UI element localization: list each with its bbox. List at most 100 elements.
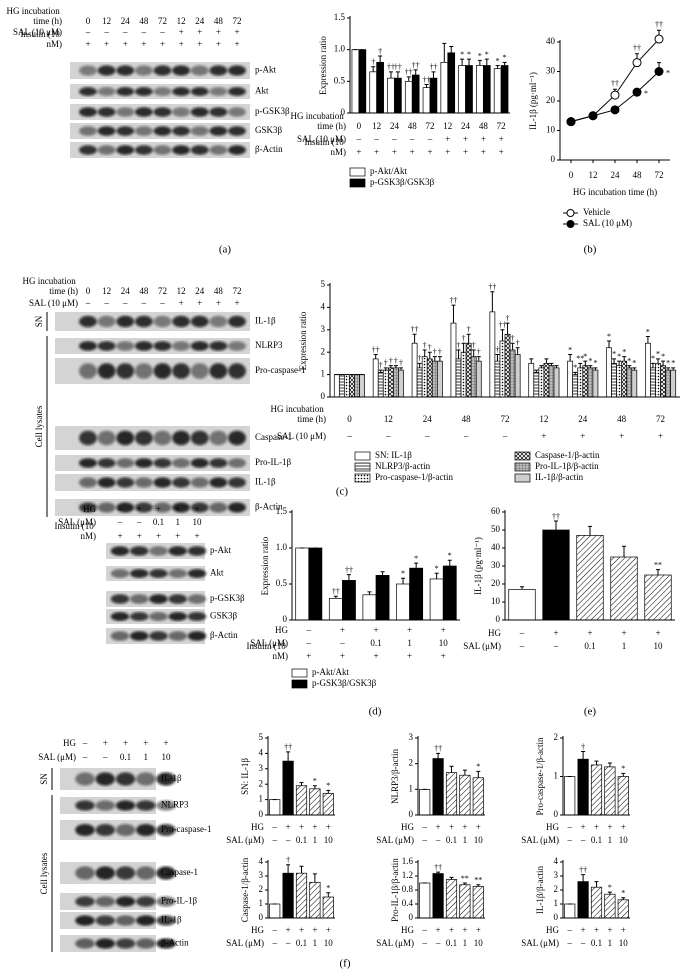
error-bar <box>612 358 617 364</box>
bar <box>470 356 477 398</box>
row-value: + <box>445 134 450 144</box>
row-label: HG incubation time (h) <box>23 276 79 296</box>
row-value: – <box>141 298 147 308</box>
error-bar <box>449 46 454 53</box>
significance: * <box>326 781 330 790</box>
y-tick-label: 1.0 <box>334 44 346 54</box>
significance: † <box>433 348 437 357</box>
y-tick-label: 0.5 <box>334 75 346 85</box>
blot-band <box>172 430 191 446</box>
row-value: + <box>234 39 239 49</box>
row-value: 24 <box>461 121 471 131</box>
bar <box>548 365 555 398</box>
error-bar <box>378 369 383 373</box>
row-value: + <box>137 531 142 541</box>
band-label: IL-1β <box>255 477 276 487</box>
bar <box>416 367 423 398</box>
legend-label: p-Akt/Akt <box>312 667 349 677</box>
row-value: 10 <box>619 938 629 948</box>
error-bar <box>417 362 422 368</box>
y-tick-label: 0 <box>259 912 264 922</box>
y-tick-label: 2 <box>554 732 559 742</box>
y-axis-label: IL-1β (pg·ml⁻¹) <box>528 72 538 130</box>
row-label: HG incubation time (h) <box>7 6 63 26</box>
row-value: 10 <box>324 938 334 948</box>
blot-band <box>134 502 153 513</box>
blot-band <box>187 594 207 604</box>
row-value: + <box>441 651 446 661</box>
legend-swatch <box>349 167 366 177</box>
blot-band <box>168 631 187 641</box>
blot-band <box>172 65 191 76</box>
bar <box>396 583 410 621</box>
row-label: Insulin (10 nM) <box>247 641 289 661</box>
row-value: + <box>594 822 599 832</box>
row-value: + <box>462 925 467 935</box>
significance: † <box>581 742 585 751</box>
blot-band <box>190 502 209 513</box>
blot-band <box>228 363 246 379</box>
significance: †† <box>449 296 457 305</box>
blot-band <box>209 126 228 136</box>
bar <box>351 49 360 114</box>
blot-band <box>153 477 172 488</box>
bar <box>377 372 384 398</box>
blot-band <box>149 569 168 578</box>
row-value: – <box>117 504 123 514</box>
blot-band <box>168 594 187 604</box>
y-axis-label: Pro-IL-1β/β-actin <box>390 858 400 922</box>
row-value: 1 <box>608 835 613 845</box>
bar <box>590 886 603 919</box>
row-value: 12 <box>102 286 111 296</box>
y-tick-label: 3 <box>409 732 414 742</box>
blot-band <box>172 145 191 155</box>
bar <box>577 367 584 398</box>
y-tick-label: 1.5 <box>276 506 288 516</box>
blot-band <box>97 145 116 155</box>
bar <box>475 360 482 398</box>
error-bar <box>431 71 436 79</box>
row-value: + <box>499 134 504 144</box>
y-tick-label: 4 <box>321 301 326 311</box>
error-bar <box>581 750 586 760</box>
significance: * <box>588 356 592 365</box>
text-line: HG incubation <box>7 6 63 16</box>
significance: * <box>608 883 612 892</box>
row-value: – <box>285 938 291 948</box>
blot-band <box>134 341 153 351</box>
row-value: + <box>175 504 180 514</box>
blot-band <box>149 546 168 556</box>
significance: †† <box>552 512 560 521</box>
row-value: + <box>340 651 345 661</box>
bar <box>426 358 433 398</box>
blot-band <box>190 126 209 136</box>
y-tick-label: 0.8 <box>402 884 414 894</box>
row-value: + <box>607 925 612 935</box>
x-tick-label: 24 <box>611 170 621 180</box>
blot-band <box>130 569 149 578</box>
row-value: – <box>82 738 88 748</box>
row-value: 1 <box>622 641 627 651</box>
bar <box>419 788 431 816</box>
x-tick-label: 0 <box>569 170 574 180</box>
row-value: + <box>655 628 660 638</box>
row-value: + <box>216 39 221 49</box>
bar <box>411 74 420 114</box>
row-value: – <box>103 298 109 308</box>
row-value: + <box>160 39 165 49</box>
error-bar <box>388 365 393 368</box>
significance: † <box>399 359 403 368</box>
row-value: – <box>136 517 142 527</box>
text-line: time (h) <box>49 286 78 296</box>
band-label: β-Actin <box>210 630 238 640</box>
significance: † <box>428 343 432 352</box>
blot-band <box>153 430 172 446</box>
blot-band <box>168 546 187 556</box>
band-label: NLRP3 <box>255 340 283 350</box>
row-value: + <box>374 147 379 157</box>
bar <box>442 565 457 621</box>
blot-band <box>153 341 172 351</box>
significance: * <box>651 354 655 363</box>
blot-band <box>209 145 228 155</box>
row-value: + <box>449 925 454 935</box>
